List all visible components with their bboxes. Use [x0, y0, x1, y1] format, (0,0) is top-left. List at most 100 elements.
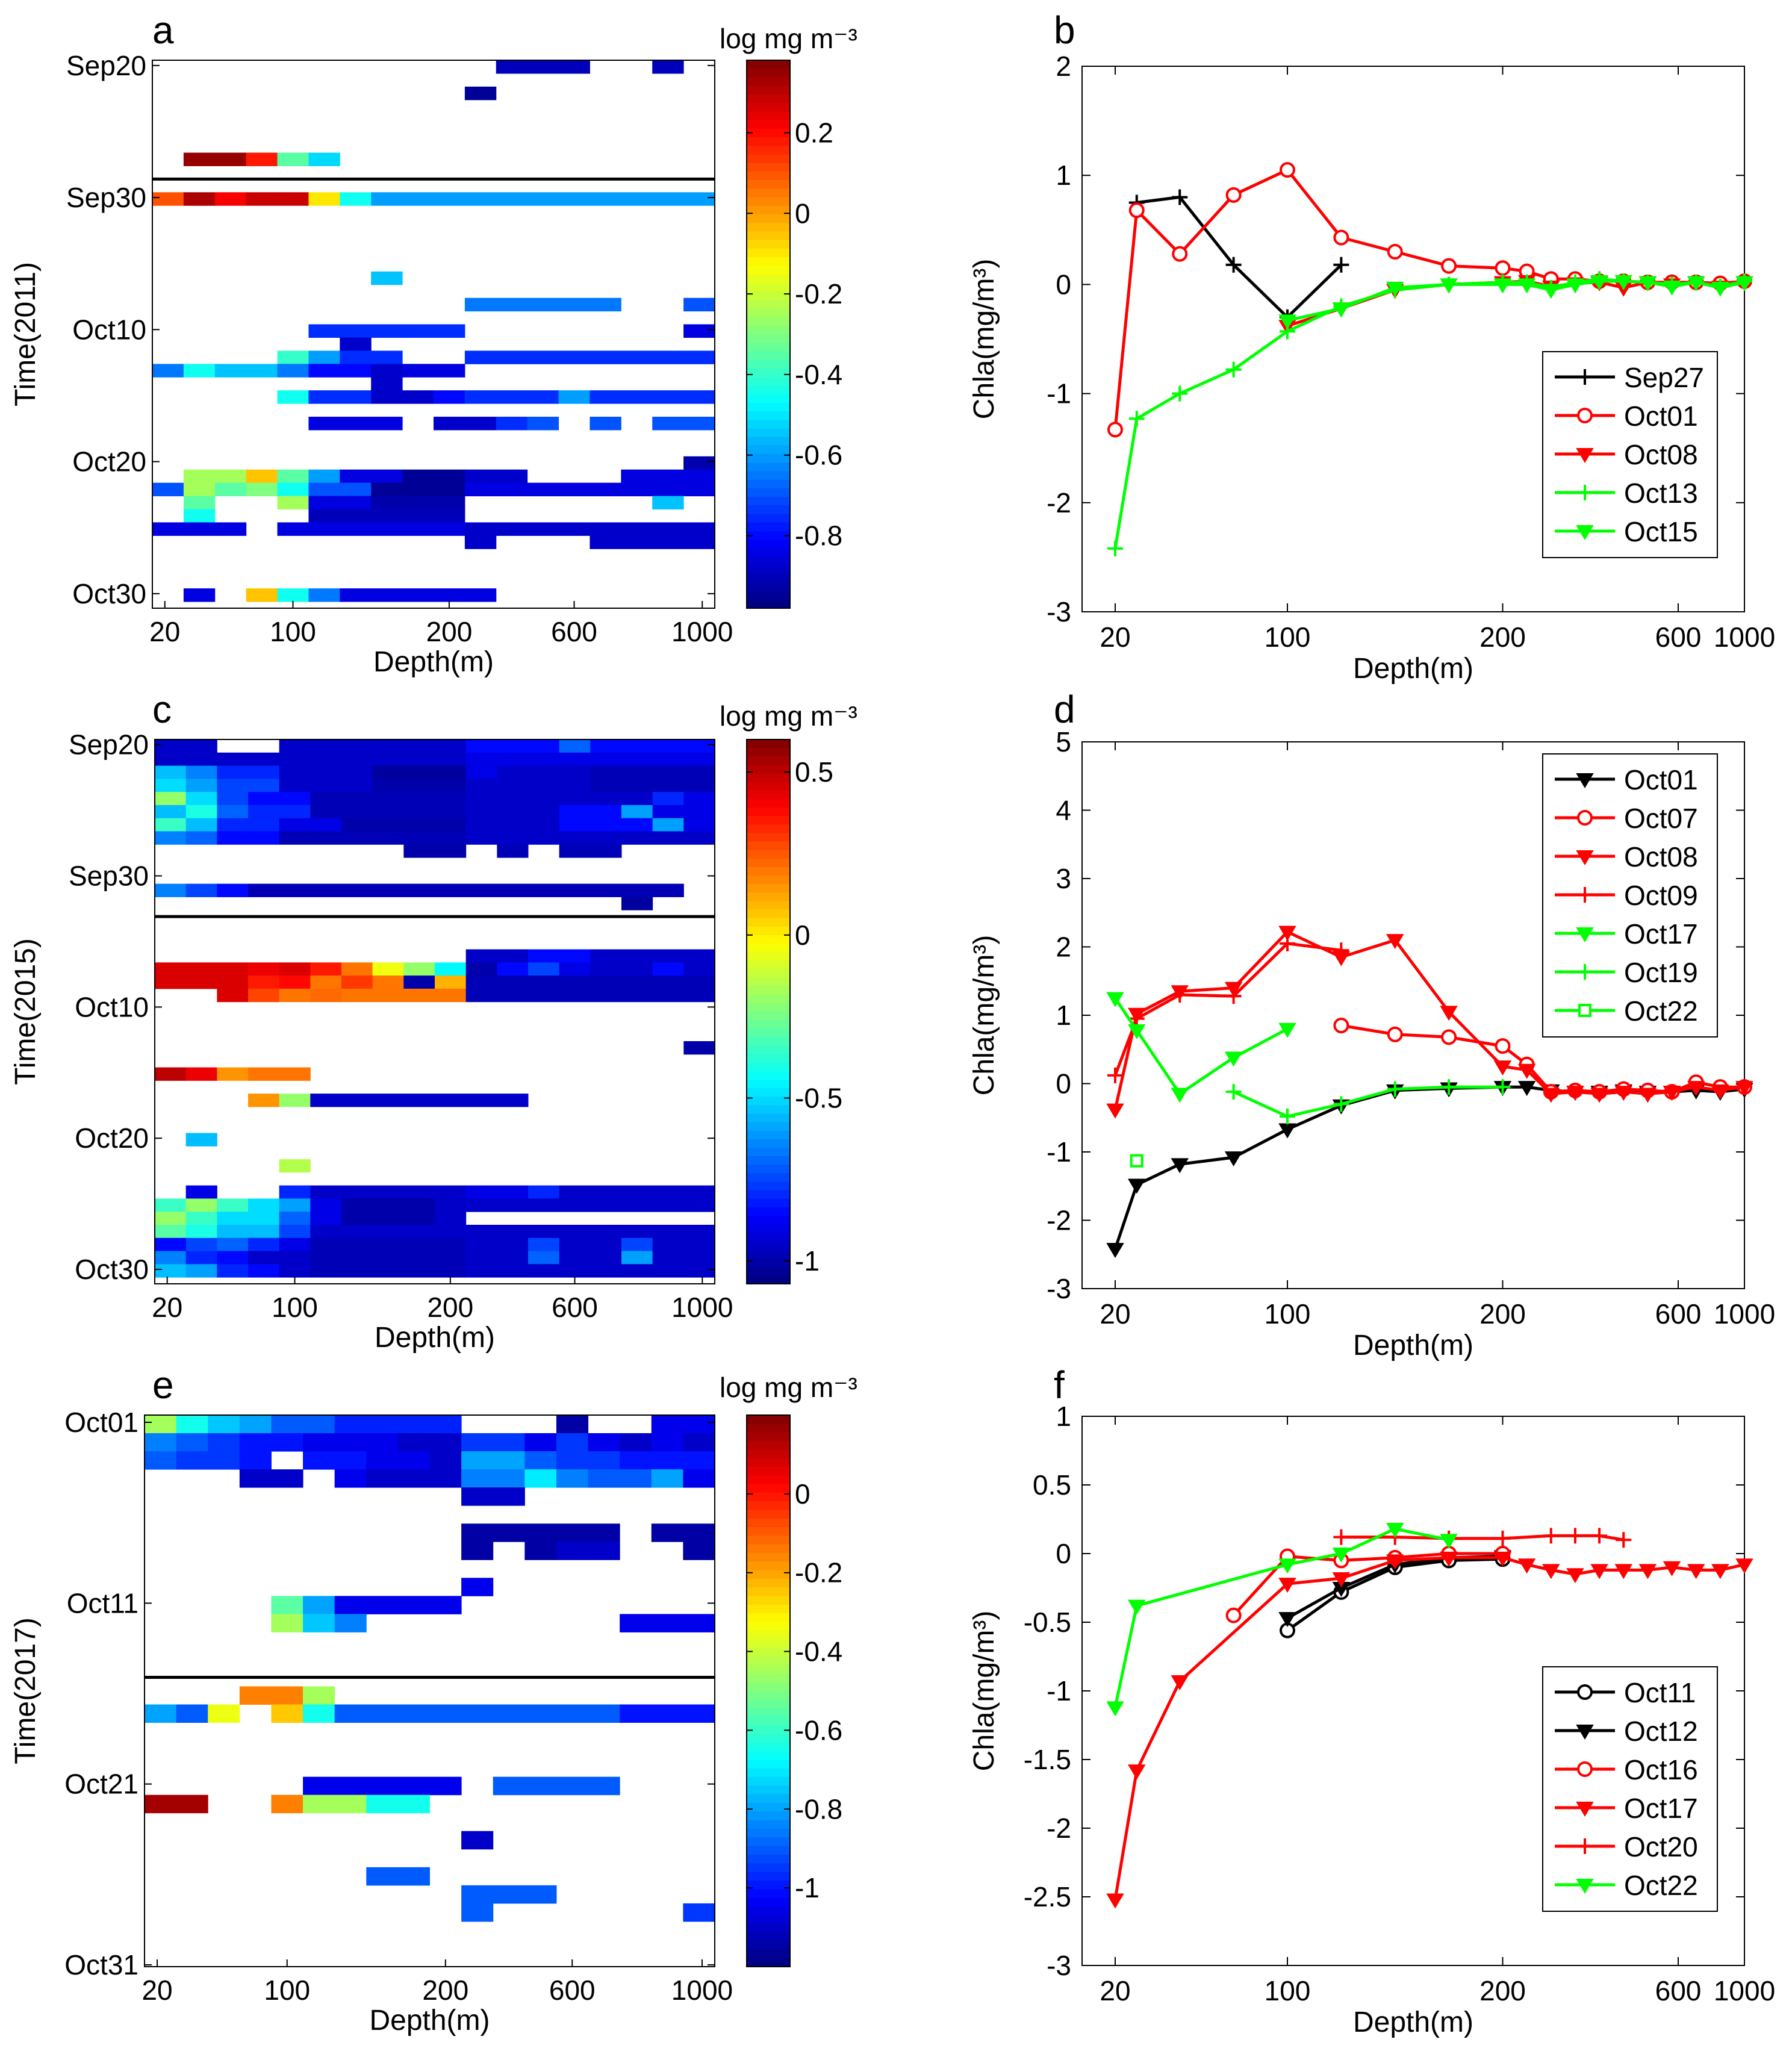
heatmap-cell [277, 390, 309, 404]
colorbar-swatch [747, 1122, 790, 1131]
heatmap-cell [461, 1523, 620, 1542]
colorbar-swatch [747, 240, 790, 249]
data-point [1128, 411, 1145, 427]
colorbar-swatch [747, 876, 790, 885]
heatmap-cell [248, 1224, 280, 1239]
data-point [1278, 314, 1296, 330]
heatmap-cell [155, 1067, 187, 1081]
heatmap-cell [464, 469, 528, 484]
legend-entry-oct12: Oct12 [1555, 1716, 1698, 1747]
legend-entry-oct08: Oct08 [1555, 439, 1698, 470]
colorbar-swatch [747, 1198, 790, 1208]
heatmap-cell [341, 818, 467, 832]
colorbar-swatch [747, 935, 790, 944]
data-point [1577, 810, 1593, 826]
data-point [1441, 258, 1457, 274]
x-tick-label: 1000 [1714, 1975, 1775, 2006]
y-tick-label: -2 [1047, 487, 1071, 518]
colorbar-swatch [747, 1777, 790, 1787]
heatmap-cell [279, 988, 311, 1003]
data-point [1171, 1158, 1189, 1174]
heatmap-cell [371, 496, 465, 510]
legend-label: Oct13 [1624, 478, 1698, 509]
heatmap-cell [155, 1251, 187, 1265]
colorbar-swatch [747, 548, 790, 558]
y-tick-label: Oct21 [64, 1769, 138, 1800]
legend: Sep27 Oct01 Oct08 Oct13 Oct15 [1542, 351, 1718, 558]
data-point [1577, 964, 1593, 980]
x-tick-label: 200 [422, 1974, 468, 2006]
colorbar-swatch [747, 60, 790, 69]
data-point [1711, 1564, 1729, 1579]
data-point [1333, 1529, 1349, 1545]
heatmap-cell [152, 364, 184, 378]
heatmap-cell [465, 988, 715, 1003]
heatmap-cell [340, 350, 403, 364]
y-tick-label: Sep20 [66, 50, 146, 81]
series-oct19 [1225, 1079, 1511, 1124]
colorbar-swatch [747, 1665, 790, 1674]
colorbar-swatch [747, 505, 790, 515]
colorbar-swatch [747, 1544, 790, 1554]
heatmap-cell [683, 297, 715, 312]
heatmap-cell [464, 535, 497, 549]
data-point [1278, 1578, 1296, 1593]
colorbar-swatch [747, 1630, 790, 1640]
colorbar-label: log mg m⁻³ [720, 700, 857, 732]
heatmap-cell [279, 1264, 311, 1278]
x-tick-label: 1000 [671, 1292, 733, 1323]
heatmap-cell [308, 482, 372, 497]
heatmap-cell [683, 456, 715, 470]
colorbar-swatch [747, 1266, 790, 1276]
heatmap-cell [497, 844, 529, 858]
heatmap-cell [464, 482, 621, 497]
colorbar-swatch [747, 223, 790, 232]
colorbar-swatch [747, 1440, 790, 1450]
heatmap-cell [155, 779, 187, 792]
data-point [1576, 850, 1594, 865]
legend-entry-oct19: Oct19 [1555, 957, 1698, 988]
data-point [1542, 1088, 1560, 1103]
legend-label: Oct22 [1624, 995, 1698, 1027]
heatmap-cell [217, 1067, 249, 1081]
colorbar-swatch [747, 1734, 790, 1743]
heatmap-cell [310, 1251, 467, 1265]
heatmap-cell [155, 752, 467, 767]
data-point [1495, 1079, 1511, 1095]
heatmap-cell [155, 739, 217, 753]
data-point [1171, 1088, 1189, 1103]
colorbar-tick-label: -1 [795, 1872, 820, 1903]
data-point [1495, 1530, 1511, 1546]
data-point [1172, 189, 1188, 205]
heatmap-cell [310, 1264, 467, 1278]
data-point [1172, 246, 1188, 262]
colorbar-swatch [747, 1062, 790, 1072]
heatmap-cell [435, 1224, 715, 1239]
colorbar-tick-label: -0.8 [795, 1793, 842, 1825]
heatmap-cell [310, 962, 342, 976]
heatmap-cell [465, 804, 560, 819]
x-tick-label: 100 [1265, 621, 1311, 653]
colorbar-swatch [747, 582, 790, 592]
heatmap-cell [277, 588, 309, 602]
heatmap-cell [239, 1686, 303, 1705]
heatmap-cell [340, 469, 403, 484]
colorbar-swatch [747, 103, 790, 112]
colorbar-swatch [747, 748, 790, 757]
colorbar-swatch [747, 926, 790, 936]
y-tick-label: 1 [1056, 1401, 1071, 1432]
heatmap-cell [590, 390, 715, 404]
heatmap-cell [464, 297, 621, 312]
colorbar-swatch [747, 1536, 790, 1545]
heatmap-cell [246, 469, 278, 484]
heatmap-cell [248, 976, 280, 989]
heatmap-cell [152, 522, 247, 536]
data-point [1590, 1564, 1608, 1579]
series-oct22 [1130, 1154, 1143, 1168]
data-point [1493, 1551, 1512, 1567]
data-point [1127, 1764, 1146, 1780]
heatmap-cell [465, 1264, 715, 1278]
colorbar-swatch [747, 291, 790, 300]
y-tick-label: 3 [1056, 863, 1071, 894]
data-point [1278, 1022, 1296, 1038]
